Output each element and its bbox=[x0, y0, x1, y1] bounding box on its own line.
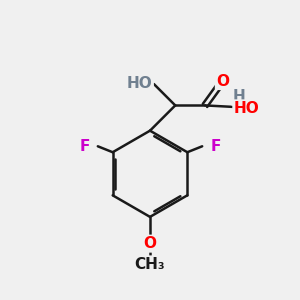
Text: HO: HO bbox=[234, 101, 260, 116]
Text: H: H bbox=[232, 89, 245, 104]
Text: F: F bbox=[79, 139, 90, 154]
Text: F: F bbox=[210, 139, 221, 154]
Text: O: O bbox=[216, 74, 229, 88]
Text: CH₃: CH₃ bbox=[135, 257, 165, 272]
Text: O: O bbox=[143, 236, 157, 251]
Text: HO: HO bbox=[127, 76, 152, 91]
